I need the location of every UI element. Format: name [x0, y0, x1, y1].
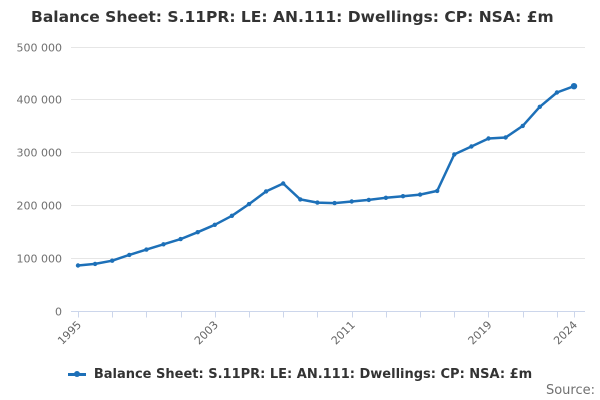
data-point-marker — [400, 194, 406, 199]
x-tick-label: 2019 — [466, 318, 495, 347]
data-point-marker — [195, 230, 200, 235]
legend-label: Balance Sheet: S.11PR: LE: AN.111: Dwell… — [93, 366, 533, 382]
data-point-marker — [503, 135, 508, 140]
data-point-marker — [110, 258, 115, 263]
y-tick-label: 300 000 — [17, 147, 63, 160]
data-point-marker — [127, 252, 132, 258]
data-point-marker — [383, 195, 389, 200]
data-point-marker — [212, 222, 217, 227]
data-point-marker — [75, 263, 81, 268]
y-tick-label: 0 — [55, 306, 62, 319]
data-point-marker — [298, 197, 303, 202]
y-tick-label: 400 000 — [17, 94, 63, 107]
data-point-marker — [332, 200, 337, 206]
y-tick-label: 200 000 — [17, 200, 63, 213]
data-point-marker — [229, 213, 235, 218]
x-tick-label: 2024 — [551, 318, 580, 347]
legend-series-marker-icon — [67, 370, 86, 378]
y-tick-label: 100 000 — [17, 253, 63, 266]
chart-title: Balance Sheet: S.11PR: LE: AN.111: Dwell… — [31, 8, 554, 26]
data-point-marker — [570, 83, 578, 90]
data-point-marker — [366, 197, 371, 203]
legend-dot-icon — [73, 371, 80, 377]
data-point-marker — [178, 236, 183, 242]
data-series-line — [76, 84, 576, 267]
data-point-marker — [520, 123, 525, 129]
x-tick-label: 2003 — [192, 318, 221, 347]
data-point-marker — [486, 136, 491, 141]
data-point-marker — [263, 189, 269, 194]
data-point-marker — [144, 247, 149, 252]
source-note: Source: — [545, 383, 595, 398]
data-point-marker — [349, 199, 354, 204]
data-point-marker — [554, 90, 560, 95]
data-point-marker — [161, 242, 166, 247]
data-point-marker — [315, 200, 320, 205]
data-point-marker — [435, 188, 440, 194]
data-point-marker — [469, 144, 474, 149]
data-point-marker — [417, 192, 423, 197]
data-point-marker — [246, 201, 252, 207]
legend-item[interactable]: Balance Sheet: S.11PR: LE: AN.111: Dwell… — [0, 364, 600, 384]
x-tick-label: 2011 — [329, 318, 358, 347]
x-tick-label: 1995 — [55, 318, 84, 347]
data-point-marker — [537, 104, 542, 110]
data-point-marker — [452, 152, 457, 157]
y-tick-label: 500 000 — [17, 42, 63, 55]
data-point-marker — [92, 261, 98, 267]
data-point-marker — [281, 181, 286, 186]
